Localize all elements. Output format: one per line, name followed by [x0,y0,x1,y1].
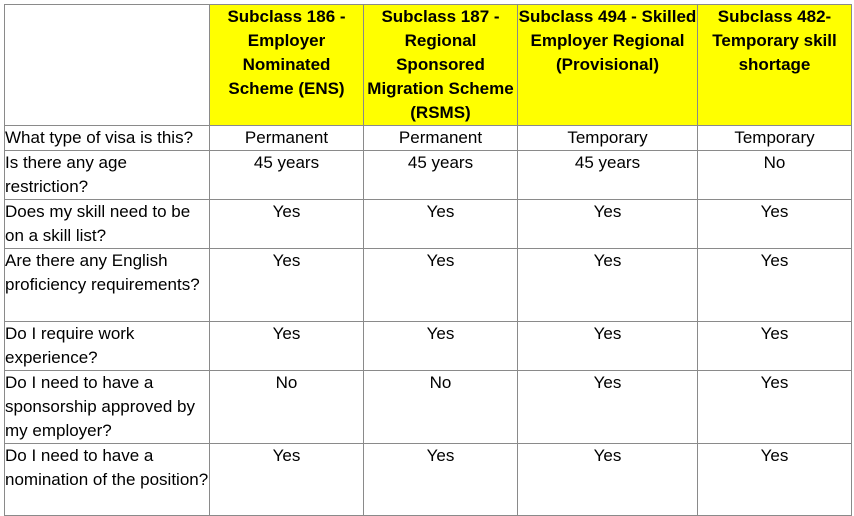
row-question: Do I require work experience? [4,321,210,371]
row-answer: 45 years [209,150,364,200]
row-answer: Yes [517,370,698,444]
row-answer: No [697,150,852,200]
header-subclass-187: Subclass 187 - Regional Sponsored Migrat… [363,4,518,126]
row-question: Does my skill need to be on a skill list… [4,199,210,249]
table-row: Does my skill need to be on a skill list… [4,199,852,249]
row-answer: 45 years [517,150,698,200]
row-answer: Yes [697,199,852,249]
visa-comparison-table: Subclass 186 - Employer Nominated Scheme… [4,4,852,516]
table-row: Is there any age restriction? 45 years 4… [4,150,852,200]
corner-cell [4,4,210,126]
table-row: Do I need to have a nomination of the po… [4,443,852,516]
row-answer: Yes [517,199,698,249]
header-subclass-186: Subclass 186 - Employer Nominated Scheme… [209,4,364,126]
row-answer: Yes [209,199,364,249]
row-answer: Yes [697,370,852,444]
table-row: Are there any English proficiency requir… [4,248,852,322]
table-row: Do I require work experience? Yes Yes Ye… [4,321,852,371]
row-answer: Yes [209,443,364,516]
row-answer: No [209,370,364,444]
row-question: Do I need to have a nomination of the po… [4,443,210,516]
row-question: Is there any age restriction? [4,150,210,200]
header-row: Subclass 186 - Employer Nominated Scheme… [4,4,852,126]
row-answer: Permanent [363,125,518,151]
row-answer: Yes [363,199,518,249]
row-answer: No [363,370,518,444]
header-subclass-494: Subclass 494 - Skilled Employer Regional… [517,4,698,126]
row-answer: Temporary [697,125,852,151]
row-answer: Temporary [517,125,698,151]
row-answer: Yes [517,248,698,322]
row-answer: Yes [209,321,364,371]
row-answer: Permanent [209,125,364,151]
table-row: What type of visa is this? Permanent Per… [4,125,852,151]
row-answer: Yes [363,321,518,371]
row-answer: Yes [697,321,852,371]
row-answer: Yes [697,248,852,322]
row-answer: Yes [209,248,364,322]
row-question: What type of visa is this? [4,125,210,151]
header-subclass-482: Subclass 482- Temporary skill shortage [697,4,852,126]
row-question: Are there any English proficiency requir… [4,248,210,322]
row-answer: Yes [517,321,698,371]
row-answer: Yes [517,443,698,516]
row-answer: Yes [697,443,852,516]
table-row: Do I need to have a sponsorship approved… [4,370,852,444]
row-question: Do I need to have a sponsorship approved… [4,370,210,444]
row-answer: Yes [363,248,518,322]
row-answer: 45 years [363,150,518,200]
row-answer: Yes [363,443,518,516]
